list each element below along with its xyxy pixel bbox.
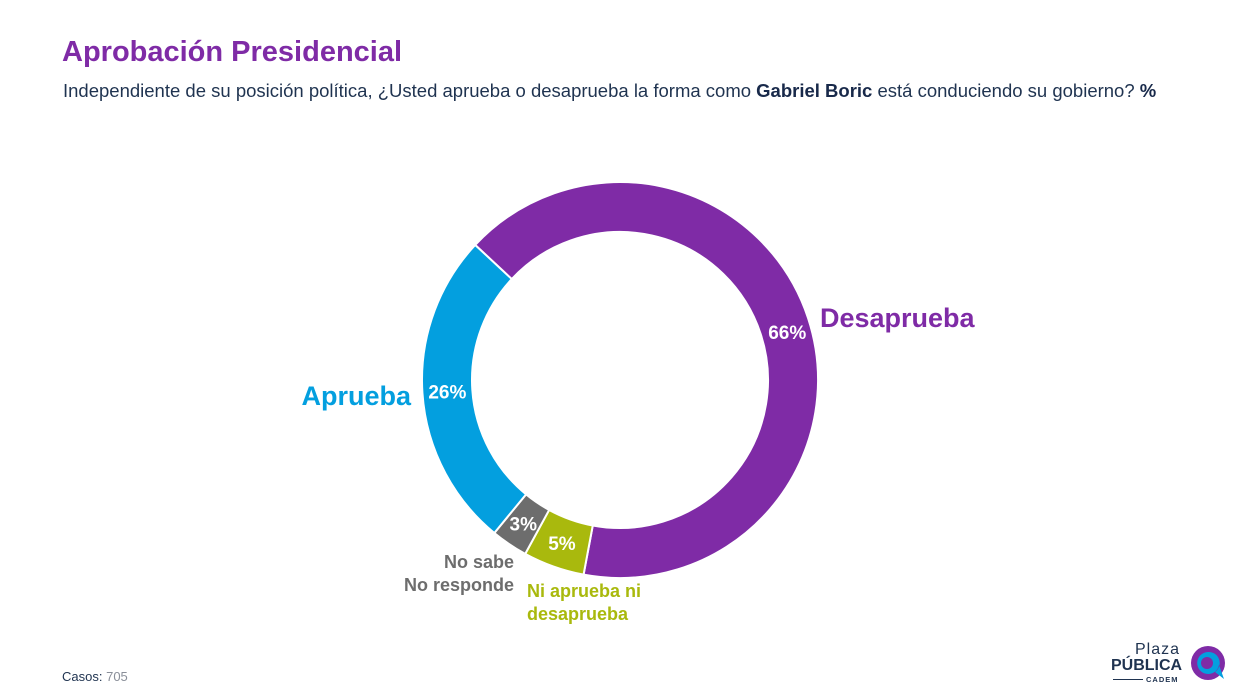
- logo-text-publica: PÚBLICA: [1111, 657, 1183, 674]
- logo-text-cadem: CADEM: [1146, 675, 1179, 684]
- logo-divider: [1113, 679, 1143, 680]
- category-label-line: desaprueba: [527, 604, 629, 624]
- category-label-aprueba: Aprueba: [301, 381, 412, 411]
- value-label-aprueba: 26%: [428, 382, 466, 403]
- cases-count: Casos: 705: [62, 669, 128, 684]
- category-label-desaprueba: Desaprueba: [820, 303, 976, 333]
- category-label-line: No sabe: [444, 552, 514, 572]
- slice-desaprueba: [473, 181, 819, 579]
- value-label-no-sabe-no-responde: 3%: [510, 514, 538, 535]
- president-name: Gabriel Boric: [756, 80, 873, 101]
- slice-aprueba: [421, 243, 528, 535]
- question-text: Independiente de su posición política, ¿…: [63, 80, 757, 101]
- cases-label: Casos: [62, 669, 99, 684]
- cases-value: 705: [106, 669, 128, 684]
- logo-text-plaza: Plaza: [1135, 641, 1181, 658]
- category-label-line: No responde: [404, 575, 514, 595]
- value-label-ni-aprueba-ni-desaprueba: 5%: [548, 534, 576, 555]
- category-label-no-sabe-no-responde: No sabe No responde: [404, 552, 514, 595]
- speech-bubble-icon: [1191, 646, 1225, 680]
- category-label-line: Aprueba: [301, 381, 412, 411]
- category-label-ni-aprueba-ni-desaprueba: Ni aprueba ni desaprueba: [527, 581, 641, 624]
- plaza-publica-cadem-logo: Plaza PÚBLICA CADEM: [1108, 640, 1230, 688]
- unit-label: %: [1139, 80, 1157, 101]
- category-label-line: Desaprueba: [820, 303, 976, 333]
- value-label-desaprueba: 66%: [768, 323, 806, 344]
- question-text-end: está conduciendo su gobierno?: [872, 80, 1140, 101]
- page-title: Aprobación Presidencial: [62, 36, 403, 68]
- category-label-line: Ni aprueba ni: [527, 581, 641, 601]
- question-subtitle: Independiente de su posición política, ¿…: [63, 79, 1173, 102]
